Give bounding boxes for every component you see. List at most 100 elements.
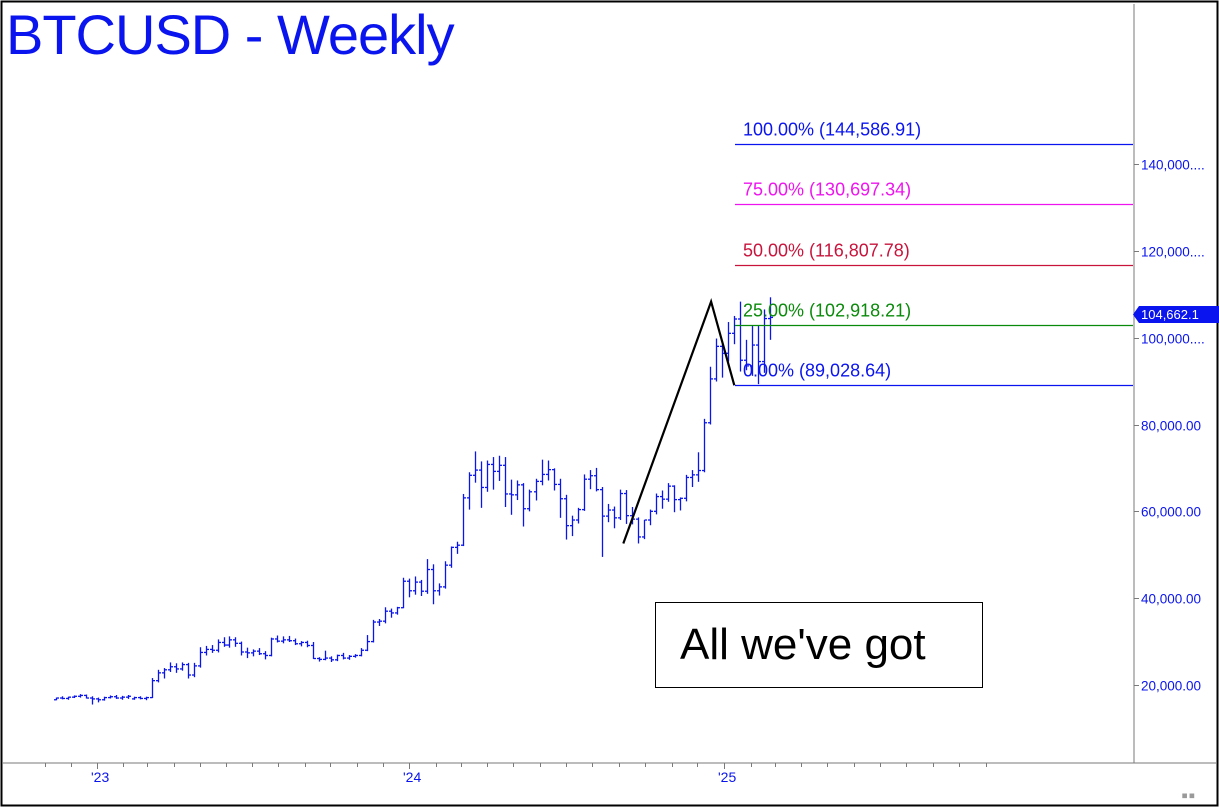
ohlc-bar (347, 655, 352, 660)
ohlc-bar (467, 472, 472, 510)
ohlc-bar (491, 457, 496, 490)
ohlc-bar (485, 460, 490, 492)
ohlc-bar (299, 641, 304, 647)
ohlc-bar (222, 637, 227, 647)
ohlc-bar (257, 648, 262, 656)
ohlc-bar (660, 490, 665, 509)
ohlc-bar (540, 459, 545, 486)
ohlc-bar (576, 507, 581, 524)
ohlc-bar (509, 479, 514, 515)
ohlc-bar (714, 338, 719, 382)
ohlc-bar (377, 619, 382, 626)
ohlc-bar (708, 366, 713, 425)
ohlc-bar (527, 489, 532, 512)
x-axis-tick-label: '25 (718, 769, 736, 785)
ohlc-bar (132, 696, 137, 700)
ohlc-bar (335, 654, 340, 662)
ohlc-bar (311, 642, 316, 660)
y-axis-tick-label: 80,000.00 (1141, 419, 1201, 434)
ohlc-bar (281, 636, 286, 644)
ohlc-bar (762, 309, 767, 373)
ohlc-bar (624, 490, 629, 524)
ohlc-bar (359, 648, 364, 657)
x-axis-tick-label: '24 (403, 769, 421, 785)
ohlc-bar (606, 503, 611, 523)
ohlc-bar (552, 468, 557, 491)
ohlc-bar (275, 635, 280, 643)
target-level-label: 75.00% (130,697.34) (743, 180, 911, 200)
ohlc-bar (54, 697, 59, 701)
target-level-label: 50.00% (116,807.78) (743, 241, 910, 261)
ohlc-bar (473, 451, 478, 483)
y-axis-tick-label: 100,000.... (1141, 332, 1205, 347)
ohlc-bar (642, 519, 647, 540)
ohlc-bar (84, 694, 89, 699)
ohlc-bar (251, 649, 256, 657)
ohlc-bar (269, 637, 274, 657)
ohlc-bar (678, 497, 683, 511)
target-level-label: 100.00% (144,586.91) (743, 120, 921, 140)
ohlc-bar (594, 467, 599, 492)
ohlc-bar (702, 418, 707, 473)
ohlc-bar (126, 694, 131, 699)
ohlc-bar (497, 455, 502, 481)
resize-grip-icon[interactable]: ▪▪ (1181, 788, 1196, 802)
ohlc-bar (768, 297, 773, 340)
y-axis-tick-label: 140,000.... (1141, 158, 1205, 173)
ohlc-bar (582, 474, 587, 511)
chart-title: BTCUSD - Weekly (6, 3, 455, 66)
ohlc-bar (180, 662, 185, 671)
ohlc-bar (696, 452, 701, 482)
ohlc-bar (245, 647, 250, 659)
ohlc-bar (690, 470, 695, 488)
target-level-label: 25.00% (102,918.21) (743, 301, 911, 321)
ohlc-bar (150, 678, 155, 699)
y-axis-tick-label: 120,000.... (1141, 245, 1205, 260)
ohlc-bar (66, 696, 71, 700)
annotation-box: All we've got (655, 602, 983, 688)
ohlc-bar (648, 509, 653, 526)
ohlc-bar (365, 635, 370, 652)
ohlc-bar (612, 506, 617, 529)
ohlc-bar (120, 695, 125, 700)
ohlc-bar (186, 662, 191, 679)
annotation-text: All we've got (680, 620, 926, 669)
ohlc-bar (60, 696, 65, 700)
ohlc-bar (588, 470, 593, 490)
current-price-badge: 104,662.1 (1133, 306, 1219, 323)
ohlc-bar (114, 694, 119, 699)
ohlc-bar (443, 561, 448, 589)
abc-pattern-line (622, 297, 736, 544)
ohlc-bar (210, 645, 215, 653)
ohlc-bar (437, 583, 442, 596)
ohlc-bar (287, 635, 292, 643)
abc-layer (622, 297, 736, 544)
ohlc-bar (192, 662, 197, 678)
axis-layer: 140,000.... 120,000.... 100,000.... 80,000.… (45, 158, 1205, 785)
ohlc-bar (618, 489, 623, 521)
ohlc-bar (239, 641, 244, 656)
ohlc-bar (744, 339, 749, 371)
ohlc-bar (72, 695, 77, 699)
ohlc-bar (395, 606, 400, 615)
ohlc-bar (383, 607, 388, 624)
ohlc-bar (317, 657, 322, 662)
ohlc-bar (455, 541, 460, 554)
ohlc-bar (732, 315, 737, 345)
ohlc-bar (204, 645, 209, 656)
ohlc-bar (323, 650, 328, 661)
ohlc-bar (227, 636, 232, 648)
ohlc-bar (672, 485, 677, 513)
ohlc-bar (102, 696, 107, 701)
ohlc-bar (431, 564, 436, 605)
ohlc-bar (419, 579, 424, 596)
ohlc-bar (263, 651, 268, 660)
ohlc-bar (534, 478, 539, 501)
ohlc-bar (138, 696, 143, 700)
ohlc-bar (233, 637, 238, 647)
ohlc-bar (503, 457, 508, 507)
ohlc-bar (162, 668, 167, 679)
fib-layer: 100.00% (144,586.91) 75.00% (130,697.34) 5… (735, 120, 1133, 387)
